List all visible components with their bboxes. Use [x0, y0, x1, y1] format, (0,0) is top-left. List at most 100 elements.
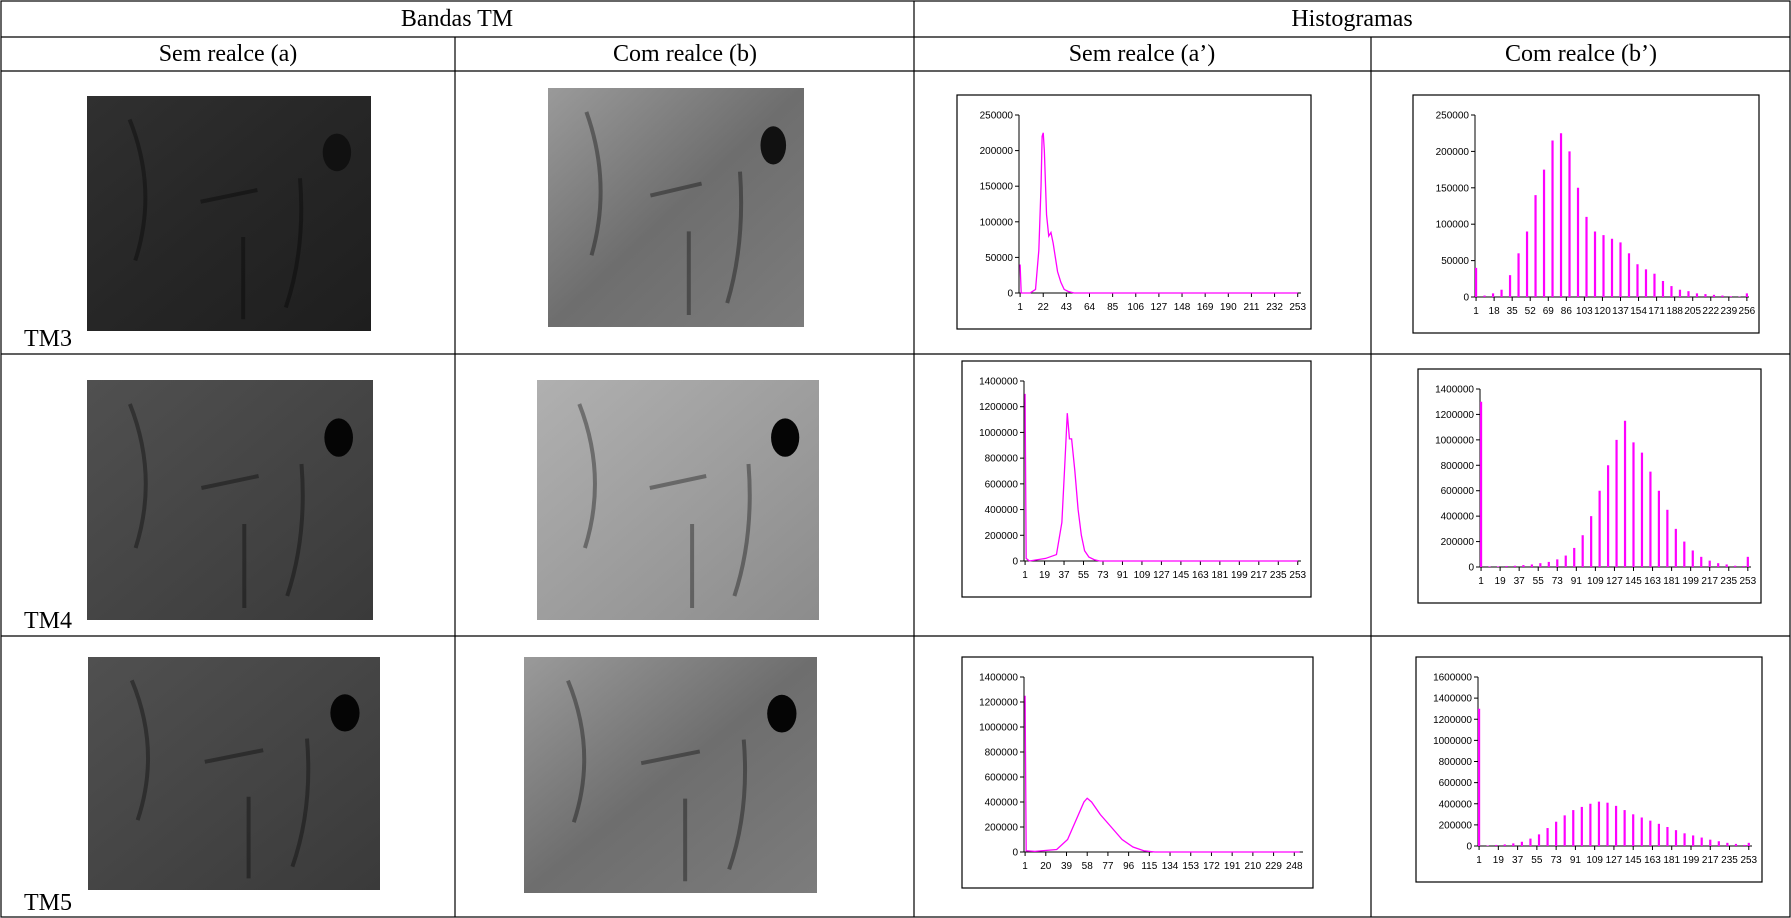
row-label: TM3: [24, 326, 72, 352]
x-tick-label: 77: [1102, 861, 1114, 872]
y-tick-label: 1000000: [1435, 435, 1474, 446]
x-tick-label: 211: [1243, 302, 1259, 313]
x-tick-label: 85: [1107, 302, 1119, 313]
x-tick-label: 188: [1666, 306, 1683, 317]
x-tick-label: 1: [1022, 570, 1028, 581]
y-tick-label: 800000: [985, 748, 1019, 759]
y-tick-label: 150000: [980, 182, 1014, 193]
y-tick-label: 1200000: [979, 402, 1018, 413]
x-tick-label: 91: [1570, 855, 1582, 866]
y-tick-label: 200000: [1441, 537, 1475, 548]
x-tick-label: 235: [1270, 570, 1287, 581]
y-tick-label: 200000: [1439, 820, 1473, 831]
x-tick-label: 18: [1489, 306, 1501, 317]
x-tick-label: 127: [1151, 302, 1168, 313]
y-tick-label: 600000: [985, 773, 1019, 784]
x-tick-label: 181: [1212, 570, 1229, 581]
x-tick-label: 37: [1514, 576, 1526, 587]
x-tick-label: 163: [1192, 570, 1209, 581]
x-tick-label: 190: [1220, 302, 1237, 313]
x-tick-label: 253: [1739, 576, 1756, 587]
x-tick-label: 232: [1266, 302, 1283, 313]
x-tick-label: 43: [1061, 302, 1073, 313]
x-tick-label: 91: [1117, 570, 1129, 581]
image-lake: [324, 418, 353, 456]
x-tick-label: 19: [1495, 576, 1507, 587]
x-tick-label: 127: [1606, 576, 1623, 587]
x-tick-label: 22: [1038, 302, 1050, 313]
subheader-cell: Sem realce (a’): [1069, 41, 1216, 67]
x-tick-label: 169: [1197, 302, 1214, 313]
satellite-image: [87, 96, 371, 331]
x-tick-label: 96: [1123, 861, 1135, 872]
x-tick-label: 35: [1507, 306, 1519, 317]
y-tick-label: 0: [1463, 293, 1469, 304]
y-tick-label: 800000: [1441, 461, 1475, 472]
x-tick-label: 55: [1531, 855, 1543, 866]
y-tick-label: 400000: [1439, 799, 1473, 810]
x-tick-label: 106: [1127, 302, 1144, 313]
y-tick-label: 400000: [985, 798, 1019, 809]
row-label: TM4: [24, 608, 72, 634]
image-lake: [771, 418, 799, 456]
satellite-image: [524, 657, 817, 893]
satellite-image: [548, 88, 804, 327]
y-tick-label: 600000: [1439, 778, 1473, 789]
x-tick-label: 171: [1648, 306, 1665, 317]
x-tick-label: 217: [1702, 855, 1719, 866]
x-tick-label: 199: [1682, 576, 1699, 587]
x-tick-label: 120: [1594, 306, 1611, 317]
y-tick-label: 200000: [985, 823, 1019, 834]
x-tick-label: 20: [1040, 861, 1052, 872]
y-tick-label: 150000: [1436, 183, 1470, 194]
image-area: [537, 380, 819, 620]
image-area: [524, 657, 817, 893]
image-lake: [330, 694, 359, 731]
x-tick-label: 39: [1061, 861, 1073, 872]
x-tick-label: 191: [1224, 861, 1241, 872]
x-tick-label: 115: [1141, 861, 1157, 872]
x-tick-label: 137: [1612, 306, 1629, 317]
y-tick-label: 0: [1466, 842, 1472, 853]
x-tick-label: 109: [1586, 855, 1603, 866]
y-tick-label: 1200000: [979, 698, 1018, 709]
satellite-image: [88, 657, 380, 890]
y-tick-label: 200000: [985, 531, 1019, 542]
histogram-chart: 0200000400000600000800000100000012000001…: [962, 657, 1313, 888]
y-tick-label: 0: [1468, 563, 1474, 574]
y-tick-label: 50000: [985, 253, 1013, 264]
x-tick-label: 253: [1289, 570, 1306, 581]
x-tick-label: 55: [1533, 576, 1545, 587]
x-tick-label: 235: [1721, 855, 1738, 866]
x-tick-label: 64: [1084, 302, 1096, 313]
y-tick-label: 0: [1007, 289, 1013, 300]
histogram-chart: 0200000400000600000800000100000012000001…: [962, 361, 1311, 597]
x-tick-label: 172: [1203, 861, 1220, 872]
header-cell: Bandas TM: [401, 6, 513, 32]
y-tick-label: 1400000: [1433, 694, 1472, 705]
y-tick-label: 600000: [1441, 486, 1475, 497]
x-tick-label: 109: [1134, 570, 1151, 581]
x-tick-label: 73: [1097, 570, 1109, 581]
x-tick-label: 69: [1543, 306, 1555, 317]
y-tick-label: 1200000: [1433, 715, 1472, 726]
histogram-chart: 0200000400000600000800000100000012000001…: [1418, 369, 1761, 603]
y-tick-label: 1400000: [979, 377, 1018, 388]
x-tick-label: 1: [1017, 302, 1023, 313]
x-tick-label: 253: [1740, 855, 1757, 866]
y-tick-label: 250000: [1436, 111, 1470, 122]
x-tick-label: 145: [1625, 855, 1642, 866]
x-tick-label: 145: [1173, 570, 1190, 581]
x-tick-label: 222: [1702, 306, 1719, 317]
x-tick-label: 91: [1571, 576, 1583, 587]
x-tick-label: 217: [1701, 576, 1718, 587]
x-tick-label: 127: [1153, 570, 1170, 581]
x-tick-label: 109: [1587, 576, 1604, 587]
x-tick-label: 199: [1231, 570, 1248, 581]
x-tick-label: 1: [1473, 306, 1479, 317]
y-tick-label: 1400000: [979, 673, 1018, 684]
y-tick-label: 1000000: [979, 428, 1018, 439]
x-tick-label: 205: [1684, 306, 1701, 317]
x-tick-label: 148: [1174, 302, 1191, 313]
